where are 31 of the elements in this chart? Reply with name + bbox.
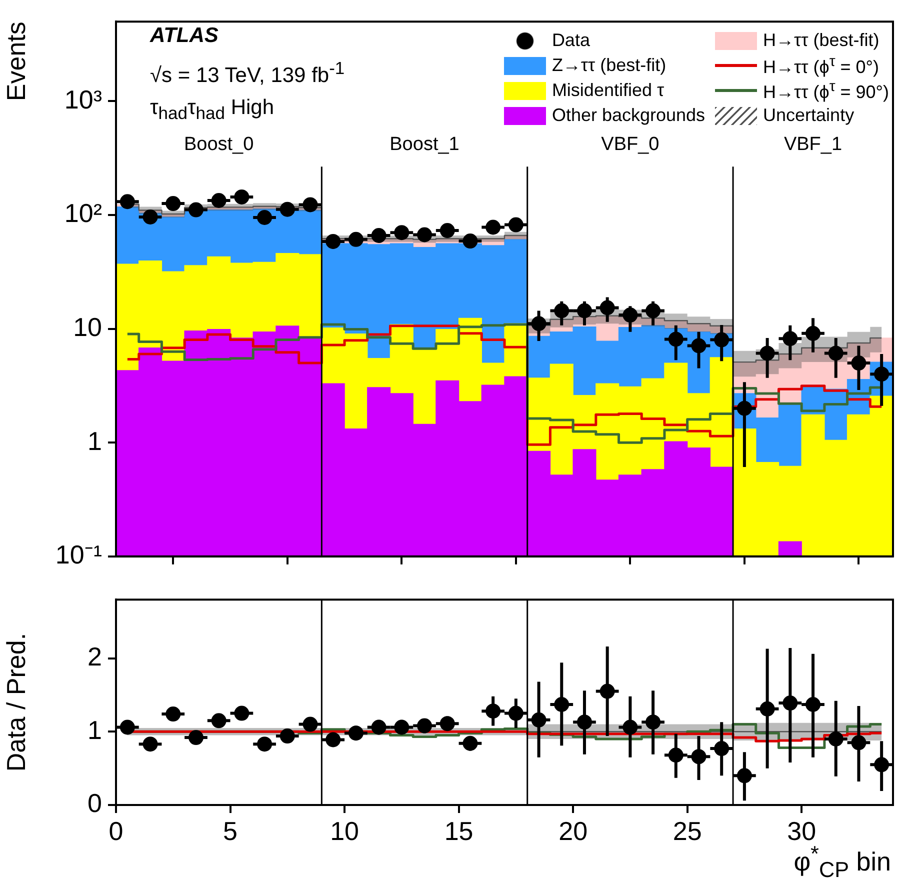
y-tick-label: 10²	[64, 198, 102, 228]
annotation: Boost_0	[184, 134, 254, 156]
y-tick-label: 1	[88, 714, 102, 745]
legend-label: H→ττ (ϕ$^{τ}$ = 90°)	[763, 78, 889, 103]
annotation: VBF_0	[601, 134, 660, 156]
y-tick-label: 10³	[64, 84, 102, 114]
y-axis-title: Data / Pred.	[0, 632, 31, 772]
legend-label: Data	[552, 30, 590, 51]
x-tick-label: 25	[672, 816, 702, 846]
x-tick-label: 10	[330, 816, 359, 846]
legend-label: Uncertainty	[763, 105, 854, 126]
y-tick-label: 0	[88, 788, 102, 818]
annotation: ATLAS	[150, 23, 220, 49]
y-tick-label: 2	[88, 641, 102, 672]
x-tick-label: 0	[108, 816, 124, 846]
y-axis-title: Events	[0, 22, 31, 102]
legend-label: Other backgrounds	[552, 105, 706, 126]
x-tick-label: 20	[558, 816, 588, 846]
legend-label: H→ττ (ϕ$^{τ}$ = 0°)	[763, 53, 879, 78]
x-tick-label: 5	[223, 816, 238, 846]
x-tick-label: 15	[444, 816, 474, 846]
y-tick-label: 1	[88, 426, 102, 456]
annotation: VBF_1	[784, 134, 842, 156]
legend-label: Misidentified τ	[552, 80, 664, 101]
annotation: Boost_1	[390, 134, 460, 156]
legend-label: Z→ττ (best-fit)	[552, 55, 666, 76]
y-tick-label: 10⁻¹	[55, 540, 102, 570]
annotation: τ$_{had}$τ$_{had}$ High	[150, 95, 276, 126]
y-tick-label: 10	[73, 312, 102, 342]
legend-label: H→ττ (best-fit)	[763, 30, 880, 51]
annotation: √s = 13 TeV, 139 fb$^{-1}$	[150, 57, 345, 89]
